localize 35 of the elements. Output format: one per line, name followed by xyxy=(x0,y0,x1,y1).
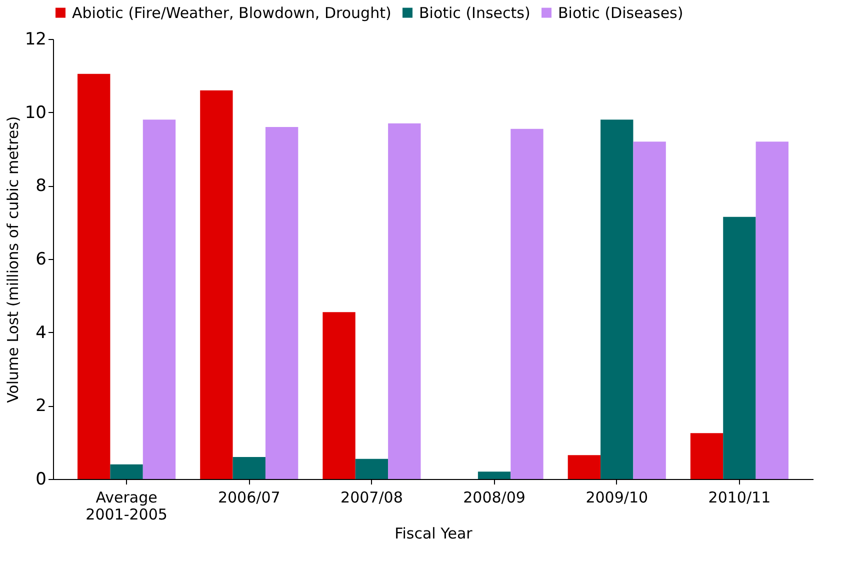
bar xyxy=(568,455,601,479)
bar xyxy=(756,142,788,479)
x-tick-label: 2010/11 xyxy=(708,488,771,506)
legend-label: Biotic (Diseases) xyxy=(558,4,684,22)
legend-label: Biotic (Insects) xyxy=(419,4,530,22)
y-tick-label: 2 xyxy=(36,396,46,416)
y-tick-label: 0 xyxy=(36,470,46,490)
bar xyxy=(110,464,143,479)
bar xyxy=(600,120,634,479)
bar xyxy=(723,216,756,479)
bar xyxy=(232,457,266,479)
bar xyxy=(355,458,388,479)
x-tick-label: 2009/10 xyxy=(586,488,648,506)
x-tick-label: Average 2001-2005 xyxy=(86,488,168,524)
y-tick-label: 4 xyxy=(36,322,46,343)
bar xyxy=(478,472,511,479)
x-tick-label: 2007/08 xyxy=(340,488,403,506)
x-axis-title: Fiscal Year xyxy=(394,524,474,542)
y-tick-label: 10 xyxy=(24,102,46,123)
y-tick-label: 12 xyxy=(24,30,46,50)
bar xyxy=(200,90,233,479)
legend-label: Abiotic (Fire/Weather, Blowdown, Drought) xyxy=(72,4,392,22)
bar xyxy=(388,123,421,479)
bar xyxy=(142,120,176,479)
bar xyxy=(265,127,298,479)
y-tick-label: 8 xyxy=(36,176,46,196)
bar xyxy=(322,312,356,479)
y-tick-label: 6 xyxy=(36,250,46,270)
x-tick-label: 2006/07 xyxy=(218,488,280,506)
y-axis-title: Volume Lost (millions of cubic metres) xyxy=(4,116,22,403)
bar xyxy=(78,74,110,479)
x-tick-label: 2008/09 xyxy=(463,488,526,506)
bar xyxy=(690,433,724,479)
bar xyxy=(510,128,544,479)
bar xyxy=(633,142,666,479)
